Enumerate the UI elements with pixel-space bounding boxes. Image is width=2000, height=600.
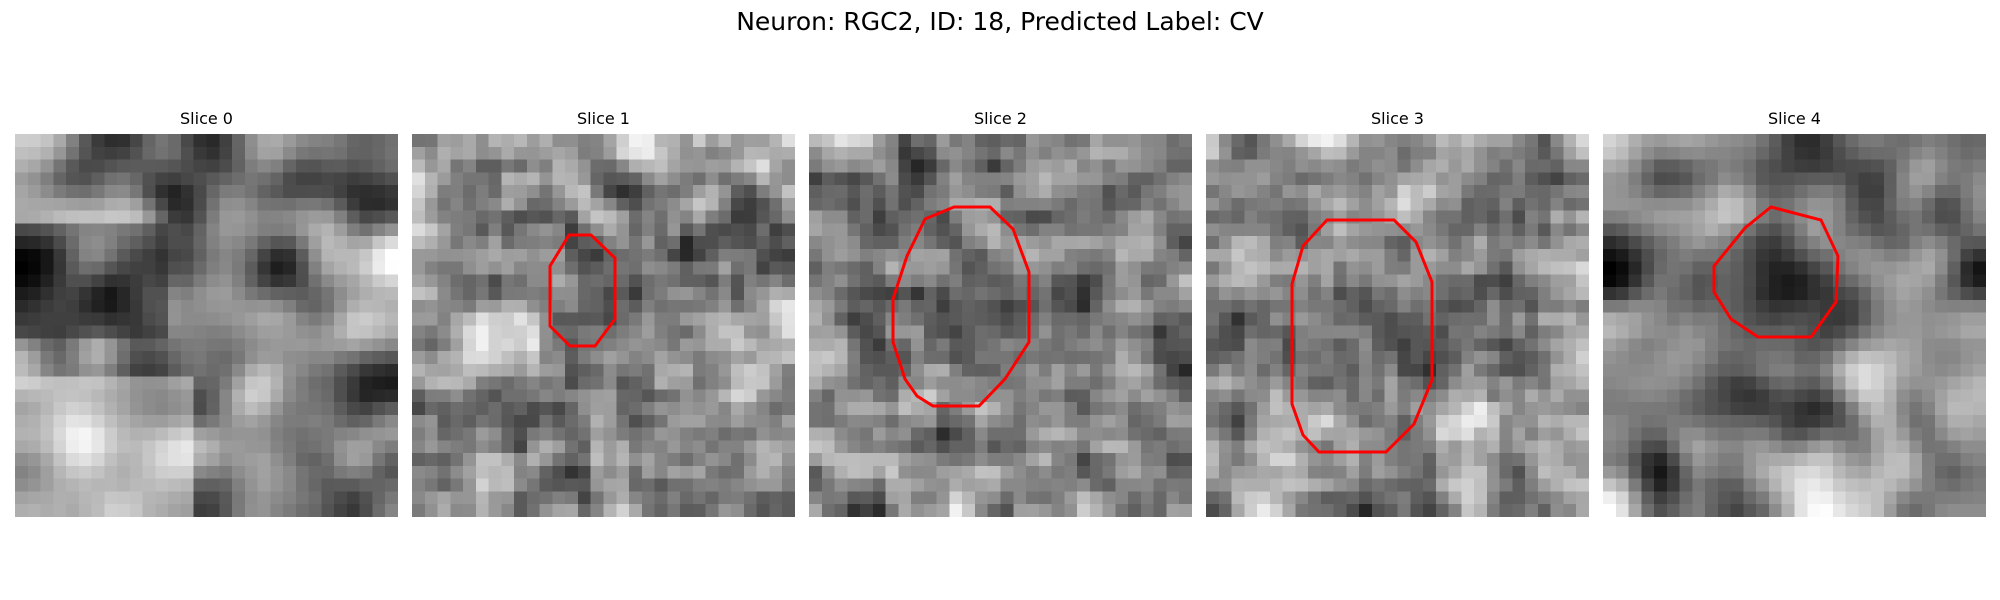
slice-panel-0: Slice 0 [15,108,398,520]
slice-title: Slice 2 [974,109,1027,128]
microscopy-slice-image [15,134,398,517]
microscopy-slice-image [1206,134,1589,517]
slice-title: Slice 1 [577,109,630,128]
microscopy-slice-image [1603,134,1986,517]
figure-title: Neuron: RGC2, ID: 18, Predicted Label: C… [736,7,1264,36]
slice-panel-3: Slice 3 [1206,108,1589,520]
slice-panel-1: Slice 1 [412,108,795,520]
slice-title: Slice 3 [1371,109,1424,128]
slice-panel-4: Slice 4 [1603,108,1986,520]
slice-title: Slice 4 [1768,109,1821,128]
slice-title: Slice 0 [180,109,233,128]
microscopy-slice-image [412,134,795,517]
microscopy-slice-image [809,134,1192,517]
slice-panel-2: Slice 2 [809,108,1192,520]
